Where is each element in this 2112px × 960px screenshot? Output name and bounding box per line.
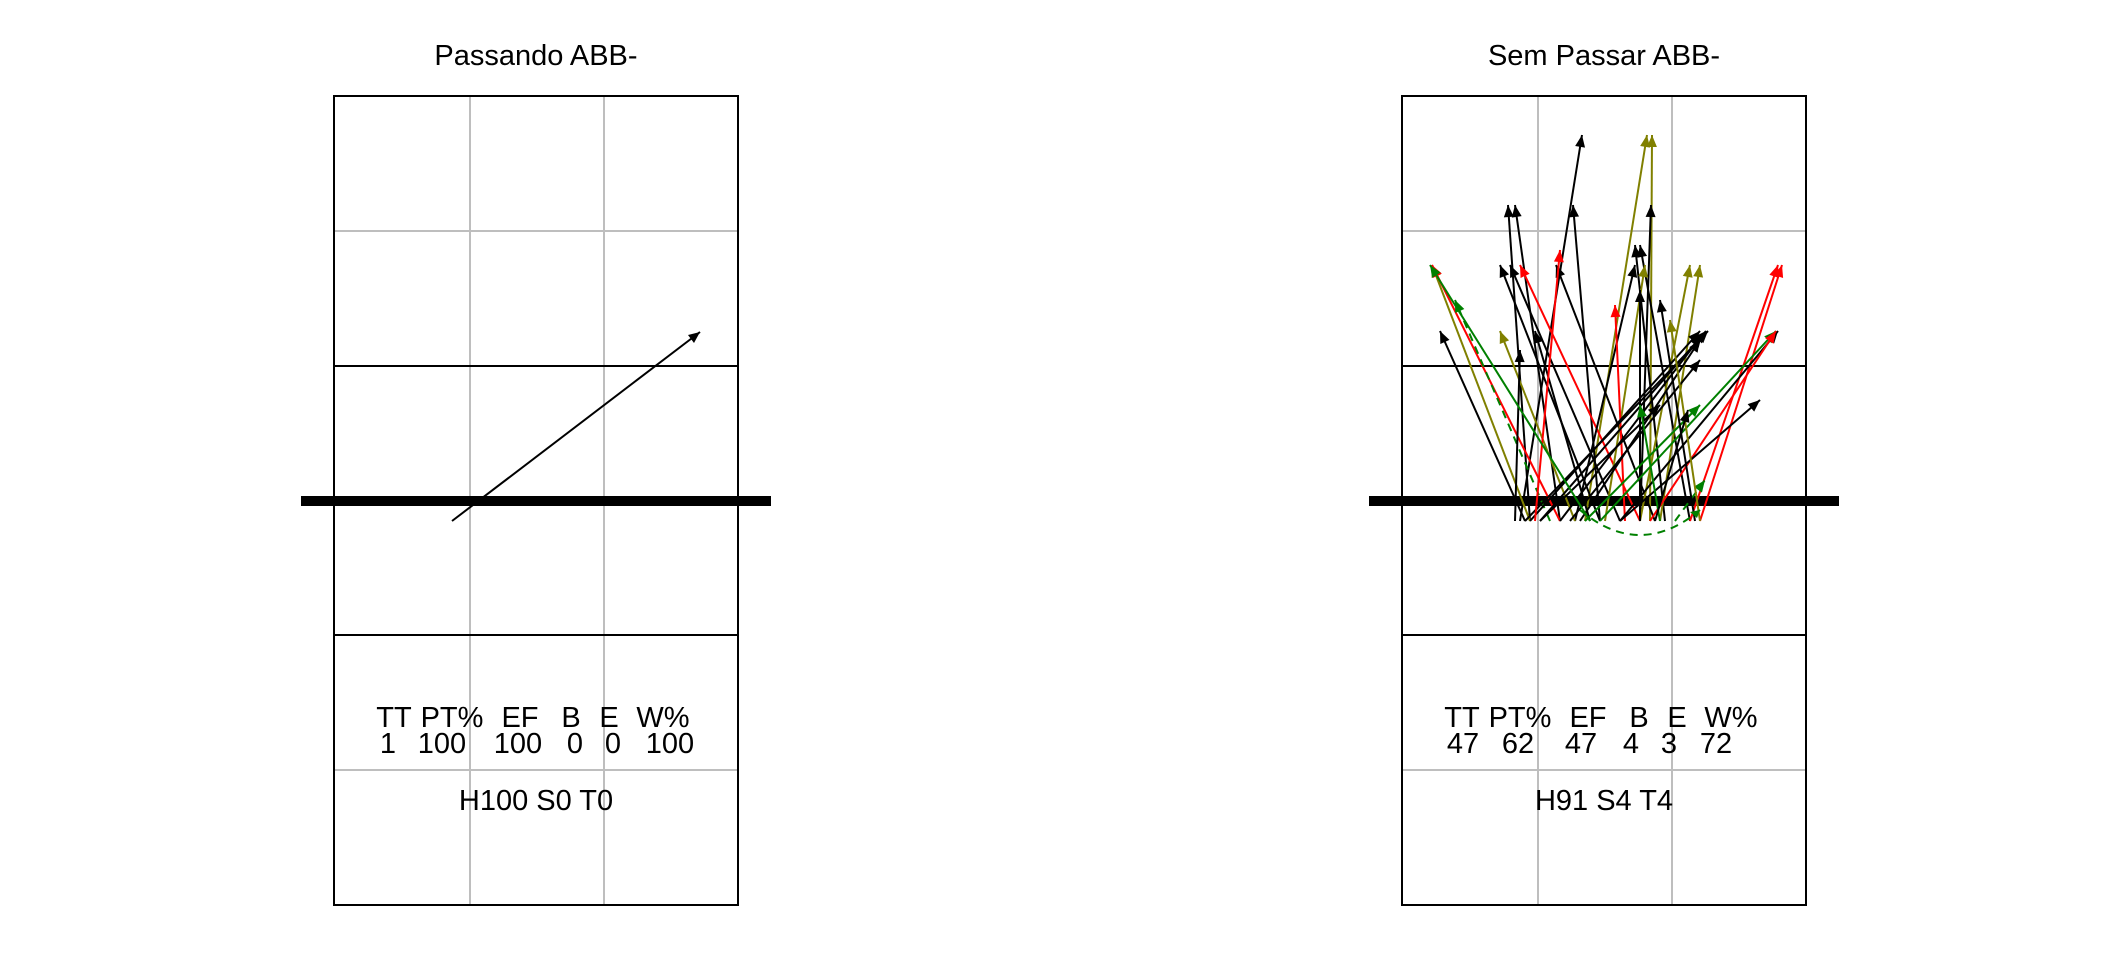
stat-value: 4 [1622, 728, 1640, 760]
attack-arrow [1610, 304, 1626, 522]
panel-title-right: Sem Passar ABB- [1487, 40, 1721, 72]
attack-arrow [1519, 264, 1641, 522]
panel-passando: Passando ABB- [434, 40, 638, 72]
attack-arrow [1514, 349, 1525, 522]
stats-value-row: 47 62 47 4 3 72 [1440, 728, 1766, 760]
stat-header: TT [376, 702, 412, 734]
stat-value: 100 [493, 728, 543, 760]
stats-value-row: 1 100 100 0 0 100 [372, 728, 708, 760]
stat-header: EF [1569, 702, 1607, 734]
blocked-arc-head [1690, 510, 1700, 518]
stat-value: 1 [379, 728, 397, 760]
attack-arrow [1569, 359, 1701, 522]
stats-header-row: TT PT% EF B E W% [1440, 702, 1766, 734]
stat-header: B [561, 702, 581, 734]
summary-right: H91 S4 T4 [1534, 785, 1674, 817]
stat-value: 0 [604, 728, 622, 760]
court-left [301, 95, 771, 906]
attack-arrow [1674, 479, 1706, 522]
stat-header: TT [1444, 702, 1480, 734]
attack-arrow [1637, 404, 1661, 522]
stat-header: E [599, 702, 619, 734]
stat-value: 100 [417, 728, 467, 760]
attack-arrow [1604, 264, 1649, 522]
summary-left: H100 S0 T0 [458, 785, 614, 817]
attack-arrow [1654, 409, 1690, 522]
attack-arrow [1649, 330, 1777, 522]
attack-arrow [1533, 330, 1591, 522]
attack-arrow [1519, 134, 1586, 522]
attack-arrow [1639, 204, 1656, 522]
stat-value: 72 [1699, 728, 1733, 760]
stat-value: 100 [645, 728, 695, 760]
attack-arrow [1584, 404, 1701, 522]
attack-arrow [1539, 404, 1661, 522]
stat-value: 62 [1501, 728, 1535, 760]
stats-header-row: TT PT% EF B E W% [372, 702, 708, 734]
attack-arrows [1429, 134, 1784, 522]
stat-header: E [1667, 702, 1687, 734]
court-right [1369, 95, 1839, 906]
attack-arrow [1579, 339, 1701, 522]
attack-arrow [451, 331, 701, 522]
panel-title: Passando ABB- [434, 40, 638, 72]
stat-header: EF [501, 702, 539, 734]
stat-header: B [1629, 702, 1649, 734]
attack-arrow [1429, 264, 1591, 522]
stat-header: PT% [1488, 702, 1552, 734]
attack-arrow [1559, 334, 1703, 522]
attack-arrow [1439, 330, 1526, 522]
stat-header: W% [636, 702, 690, 734]
attack-arrow [1499, 330, 1576, 522]
attack-arrow [1656, 299, 1696, 522]
stat-header: W% [1704, 702, 1758, 734]
stat-header: PT% [420, 702, 484, 734]
stats-right: TT PT% EF B E W% 47 62 47 4 3 72 [1440, 702, 1766, 760]
stats-left: TT PT% EF B E W% 1 100 100 0 0 100 [372, 702, 708, 760]
attack-arrow [1699, 264, 1784, 522]
stat-value: 47 [1446, 728, 1480, 760]
blocked-arc [1579, 509, 1701, 536]
attack-arrow [1534, 249, 1564, 522]
attack-arrow [1646, 134, 1657, 522]
stat-value: 47 [1564, 728, 1598, 760]
stat-value: 0 [566, 728, 584, 760]
attack-arrow [1509, 264, 1621, 522]
attack-arrow [1529, 330, 1701, 522]
stat-value: 3 [1660, 728, 1678, 760]
